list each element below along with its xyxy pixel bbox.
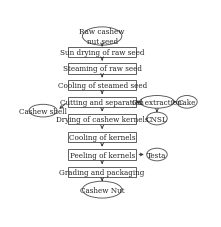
Text: Grading and packaging: Grading and packaging: [59, 168, 145, 176]
Ellipse shape: [147, 113, 167, 125]
Ellipse shape: [177, 96, 197, 109]
Text: Cake: Cake: [178, 99, 196, 106]
Text: Steaming of raw seed: Steaming of raw seed: [63, 65, 142, 73]
FancyBboxPatch shape: [68, 81, 136, 91]
Text: Raw cashew
nut seed: Raw cashew nut seed: [79, 28, 125, 45]
Text: Sun drying of raw seed: Sun drying of raw seed: [60, 49, 144, 57]
Text: Cooling of kernels: Cooling of kernels: [69, 133, 135, 141]
Text: Cutting and separation: Cutting and separation: [60, 99, 144, 106]
Ellipse shape: [140, 96, 174, 109]
FancyBboxPatch shape: [68, 150, 136, 160]
FancyBboxPatch shape: [68, 132, 136, 142]
Text: Cashew shell: Cashew shell: [19, 107, 67, 115]
Ellipse shape: [29, 105, 57, 117]
Ellipse shape: [147, 148, 167, 161]
FancyBboxPatch shape: [68, 97, 136, 107]
Text: Oil extraction: Oil extraction: [132, 99, 182, 106]
Text: Cashew Nut: Cashew Nut: [80, 186, 124, 194]
Text: CNSL: CNSL: [146, 115, 168, 123]
Text: Peeling of kernels: Peeling of kernels: [70, 151, 135, 159]
Text: Cooling of steamed seed: Cooling of steamed seed: [57, 82, 147, 90]
Text: Testa: Testa: [147, 151, 167, 159]
Ellipse shape: [82, 28, 122, 46]
FancyBboxPatch shape: [68, 167, 136, 177]
FancyBboxPatch shape: [68, 115, 136, 125]
Text: Drying of cashew kernels: Drying of cashew kernels: [56, 116, 148, 124]
FancyBboxPatch shape: [68, 64, 136, 74]
FancyBboxPatch shape: [68, 47, 136, 58]
Ellipse shape: [82, 181, 122, 198]
